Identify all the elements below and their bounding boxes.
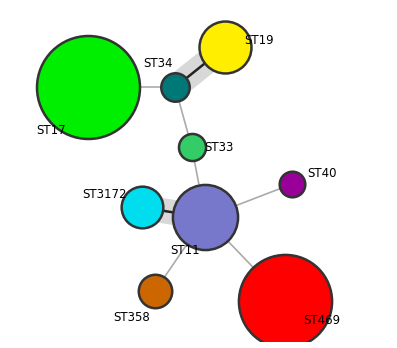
Point [282,298,289,304]
Point [172,84,178,90]
Point [152,288,158,294]
Text: ST3172: ST3172 [83,188,127,200]
Text: ST469: ST469 [304,315,341,327]
Text: ST40: ST40 [307,167,337,181]
Point [139,205,145,210]
Point [189,144,195,150]
Point [202,215,208,220]
Text: ST19: ST19 [244,34,274,47]
Point [289,181,295,187]
Text: ST33: ST33 [204,141,233,154]
Point [85,84,91,90]
Text: ST358: ST358 [113,311,150,324]
Text: ST17: ST17 [37,124,66,137]
Text: ST34: ST34 [144,57,173,70]
Point [222,44,228,50]
Text: ST11: ST11 [170,244,200,257]
